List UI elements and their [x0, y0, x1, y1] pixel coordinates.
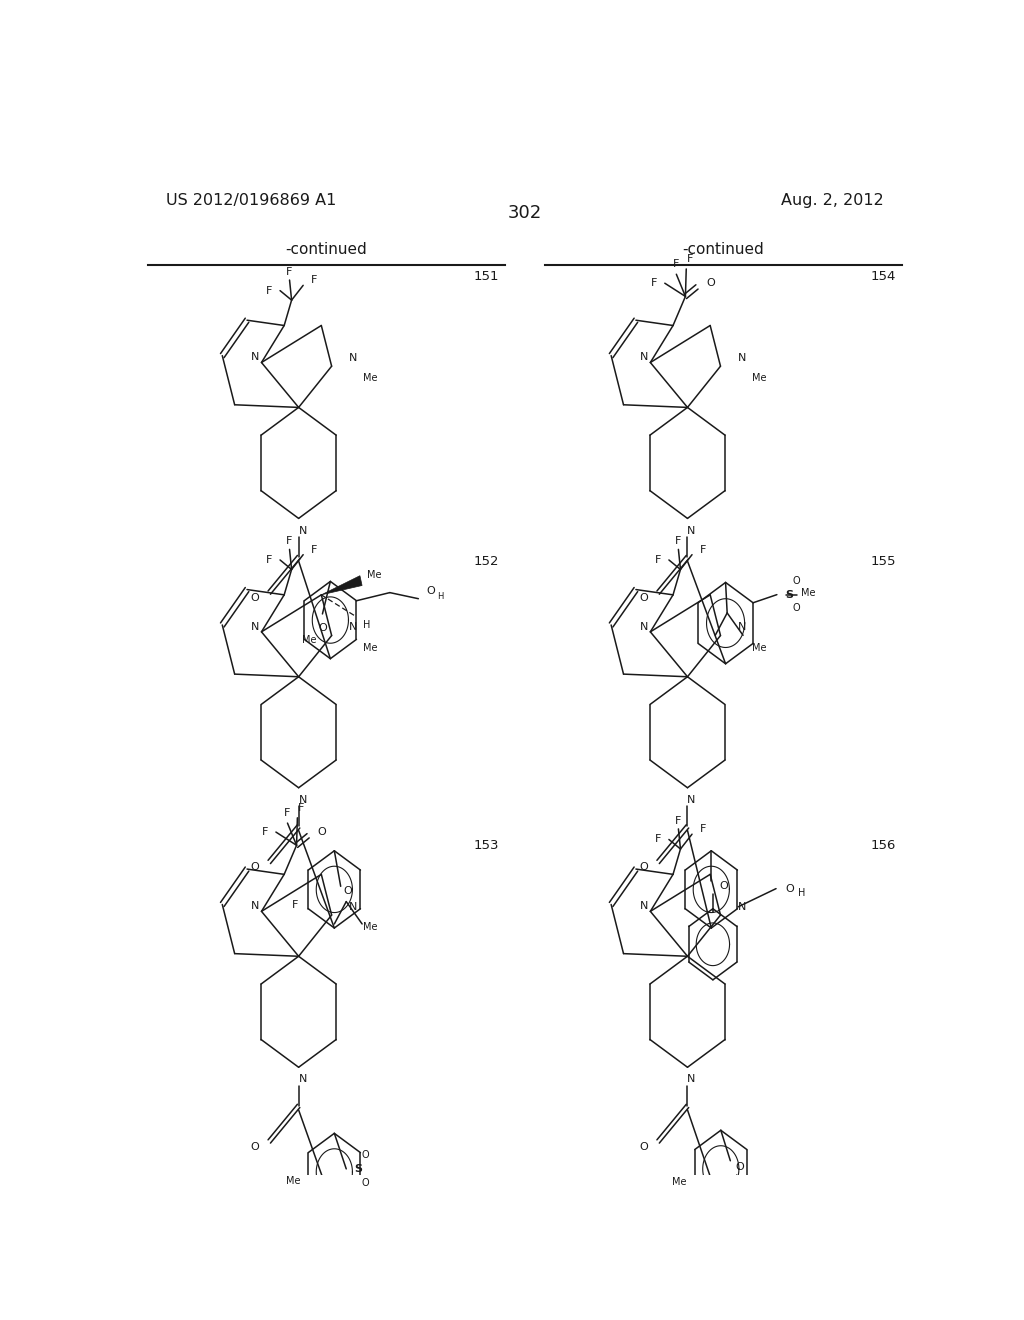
Text: O: O: [317, 826, 327, 837]
Text: F: F: [673, 259, 680, 269]
Text: O: O: [639, 862, 648, 873]
Text: Aug. 2, 2012: Aug. 2, 2012: [780, 193, 884, 209]
Text: O: O: [793, 577, 801, 586]
Text: N: N: [251, 352, 259, 363]
Text: O: O: [361, 1179, 369, 1188]
Text: O: O: [318, 623, 328, 634]
Text: US 2012/0196869 A1: US 2012/0196869 A1: [166, 193, 337, 209]
Text: N: N: [687, 525, 695, 536]
Text: O: O: [250, 862, 259, 873]
Text: -continued: -continued: [286, 242, 368, 257]
Text: F: F: [266, 554, 272, 565]
Text: F: F: [675, 816, 682, 826]
Text: O: O: [793, 603, 801, 612]
Polygon shape: [322, 576, 362, 595]
Text: H: H: [799, 887, 806, 898]
Text: H: H: [437, 593, 443, 601]
Text: Me: Me: [364, 374, 378, 383]
Text: O: O: [250, 593, 259, 603]
Text: Me: Me: [368, 569, 382, 579]
Text: O: O: [735, 1162, 743, 1172]
Text: F: F: [266, 285, 272, 296]
Text: F: F: [654, 834, 660, 845]
Text: Me: Me: [753, 643, 767, 652]
Text: F: F: [654, 554, 660, 565]
Text: 151: 151: [474, 271, 500, 284]
Text: N: N: [738, 902, 746, 912]
Text: O: O: [785, 883, 795, 894]
Text: F: F: [285, 808, 291, 818]
Text: 153: 153: [474, 840, 500, 853]
Text: Me: Me: [286, 1176, 300, 1187]
Text: F: F: [700, 545, 707, 554]
Text: F: F: [675, 536, 682, 546]
Text: F: F: [298, 803, 304, 813]
Text: F: F: [311, 276, 317, 285]
Text: N: N: [738, 623, 746, 632]
Text: 156: 156: [870, 840, 896, 853]
Text: N: N: [298, 795, 307, 805]
Text: F: F: [287, 267, 293, 277]
Text: F: F: [287, 536, 293, 546]
Text: O: O: [344, 887, 352, 896]
Text: N: N: [349, 623, 357, 632]
Text: -continued: -continued: [682, 242, 764, 257]
Text: F: F: [700, 824, 707, 834]
Text: O: O: [639, 1142, 648, 1151]
Text: O: O: [719, 882, 728, 891]
Text: N: N: [251, 622, 259, 632]
Text: H: H: [362, 620, 370, 631]
Text: O: O: [426, 586, 435, 595]
Text: 152: 152: [474, 554, 500, 568]
Text: N: N: [640, 622, 648, 632]
Text: N: N: [738, 352, 746, 363]
Text: Me: Me: [302, 635, 316, 645]
Text: O: O: [361, 1150, 369, 1160]
Text: Me: Me: [364, 643, 378, 652]
Text: Me: Me: [801, 587, 815, 598]
Text: F: F: [650, 279, 656, 288]
Text: N: N: [687, 795, 695, 805]
Text: O: O: [250, 1142, 259, 1151]
Text: F: F: [687, 253, 693, 264]
Text: F: F: [261, 828, 268, 837]
Text: N: N: [640, 902, 648, 911]
Text: N: N: [640, 352, 648, 363]
Text: F: F: [292, 900, 299, 909]
Text: O: O: [707, 277, 715, 288]
Text: S: S: [354, 1164, 362, 1173]
Text: N: N: [251, 902, 259, 911]
Text: N: N: [349, 352, 357, 363]
Text: F: F: [311, 545, 317, 554]
Text: N: N: [687, 1074, 695, 1085]
Text: N: N: [298, 525, 307, 536]
Text: 154: 154: [870, 271, 896, 284]
Text: O: O: [639, 593, 648, 603]
Text: N: N: [298, 1074, 307, 1085]
Text: S: S: [784, 590, 793, 599]
Text: 155: 155: [870, 554, 896, 568]
Text: Me: Me: [673, 1177, 687, 1187]
Text: N: N: [349, 902, 357, 912]
Text: Me: Me: [753, 374, 767, 383]
Text: 302: 302: [508, 205, 542, 222]
Text: Me: Me: [364, 923, 378, 932]
